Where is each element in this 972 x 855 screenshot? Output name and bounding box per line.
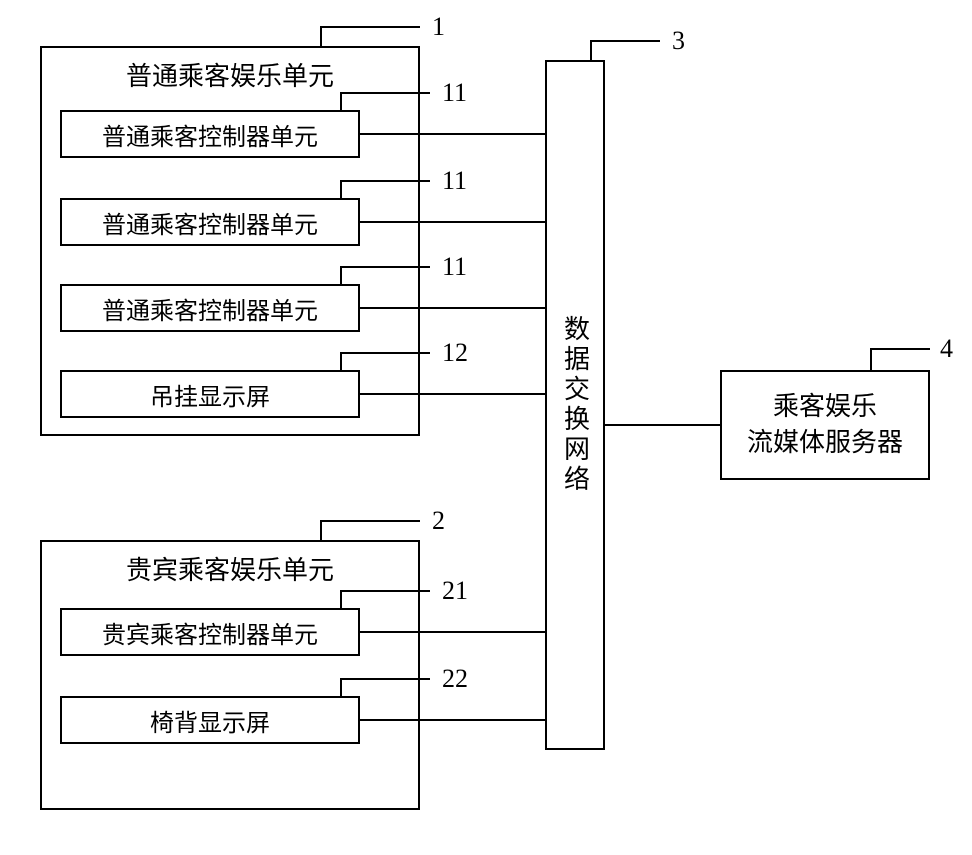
- conn-u1-1: [360, 221, 545, 223]
- unit2-title: 贵宾乘客娱乐单元: [126, 550, 334, 587]
- leader-11c-h: [340, 266, 430, 268]
- unit2-item-1: 椅背显示屏: [60, 696, 360, 744]
- conn-u1-3: [360, 393, 545, 395]
- leader-4-h: [870, 348, 930, 350]
- unit2-box: 贵宾乘客娱乐单元: [40, 540, 420, 810]
- leader-21-h: [340, 590, 430, 592]
- leader-12-v: [340, 352, 342, 370]
- leader-2-h: [320, 520, 420, 522]
- server-box: 乘客娱乐 流媒体服务器: [720, 370, 930, 480]
- unit1-item-3: 吊挂显示屏: [60, 370, 360, 418]
- leader-12-h: [340, 352, 430, 354]
- unit1-item-3-text: 吊挂显示屏: [150, 377, 270, 412]
- label-11b: 11: [442, 166, 467, 196]
- conn-net-server: [605, 424, 720, 426]
- label-1: 1: [432, 12, 445, 42]
- unit1-title: 普通乘客娱乐单元: [126, 56, 334, 93]
- leader-11b-v: [340, 180, 342, 198]
- network-text: 数据交换网络: [557, 315, 594, 495]
- label-11a: 11: [442, 78, 467, 108]
- label-21: 21: [442, 576, 468, 606]
- server-text1: 乘客娱乐: [773, 389, 877, 425]
- label-11c: 11: [442, 252, 467, 282]
- unit1-item-1-text: 普通乘客控制器单元: [102, 205, 318, 240]
- leader-3-v: [590, 40, 592, 60]
- label-12: 12: [442, 338, 468, 368]
- network-box: 数据交换网络: [545, 60, 605, 750]
- leader-11a-v: [340, 92, 342, 110]
- conn-u2-1: [360, 719, 545, 721]
- leader-21-v: [340, 590, 342, 608]
- conn-u1-0: [360, 133, 545, 135]
- leader-3-h: [590, 40, 660, 42]
- unit1-item-2: 普通乘客控制器单元: [60, 284, 360, 332]
- label-2: 2: [432, 506, 445, 536]
- unit1-item-0: 普通乘客控制器单元: [60, 110, 360, 158]
- server-text2: 流媒体服务器: [747, 425, 903, 461]
- leader-1-h: [320, 26, 420, 28]
- conn-u2-0: [360, 631, 545, 633]
- label-4: 4: [940, 334, 953, 364]
- leader-1-v: [320, 26, 322, 46]
- unit1-item-1: 普通乘客控制器单元: [60, 198, 360, 246]
- leader-11a-h: [340, 92, 430, 94]
- leader-11c-v: [340, 266, 342, 284]
- unit1-item-0-text: 普通乘客控制器单元: [102, 117, 318, 152]
- leader-22-h: [340, 678, 430, 680]
- conn-u1-2: [360, 307, 545, 309]
- unit2-item-1-text: 椅背显示屏: [150, 703, 270, 738]
- label-22: 22: [442, 664, 468, 694]
- unit2-item-0-text: 贵宾乘客控制器单元: [102, 615, 318, 650]
- label-3: 3: [672, 26, 685, 56]
- leader-11b-h: [340, 180, 430, 182]
- leader-4-v: [870, 348, 872, 370]
- unit2-item-0: 贵宾乘客控制器单元: [60, 608, 360, 656]
- leader-2-v: [320, 520, 322, 540]
- leader-22-v: [340, 678, 342, 696]
- unit1-item-2-text: 普通乘客控制器单元: [102, 291, 318, 326]
